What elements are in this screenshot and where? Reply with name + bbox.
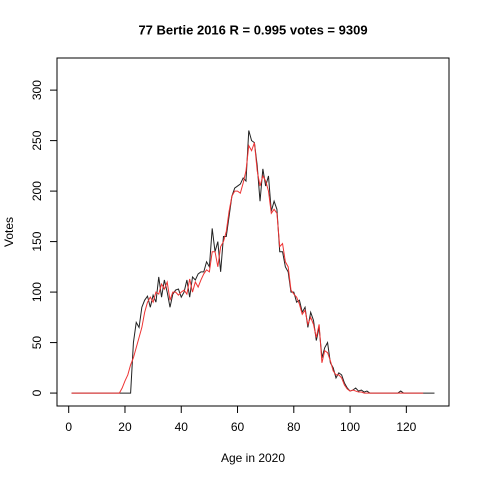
x-tick-label: 20 — [118, 420, 132, 434]
series-line — [71, 142, 424, 394]
y-tick-label: 50 — [30, 336, 44, 350]
y-tick-label: 150 — [30, 231, 44, 251]
x-tick-label: 0 — [65, 420, 72, 434]
x-axis-label: Age in 2020 — [221, 451, 285, 465]
y-tick-label: 250 — [30, 130, 44, 150]
y-tick-label: 300 — [30, 80, 44, 100]
x-tick-label: 80 — [287, 420, 301, 434]
x-tick-label: 120 — [396, 420, 416, 434]
y-tick-label: 0 — [30, 389, 44, 396]
x-tick-label: 40 — [175, 420, 189, 434]
plot-frame — [56, 57, 450, 407]
x-tick-label: 60 — [231, 420, 245, 434]
x-tick-label: 100 — [340, 420, 360, 434]
y-tick-label: 100 — [30, 282, 44, 302]
y-axis-label: Votes — [2, 217, 16, 247]
chart-title: 77 Bertie 2016 R = 0.995 votes = 9309 — [138, 22, 367, 37]
y-tick-label: 200 — [30, 181, 44, 201]
